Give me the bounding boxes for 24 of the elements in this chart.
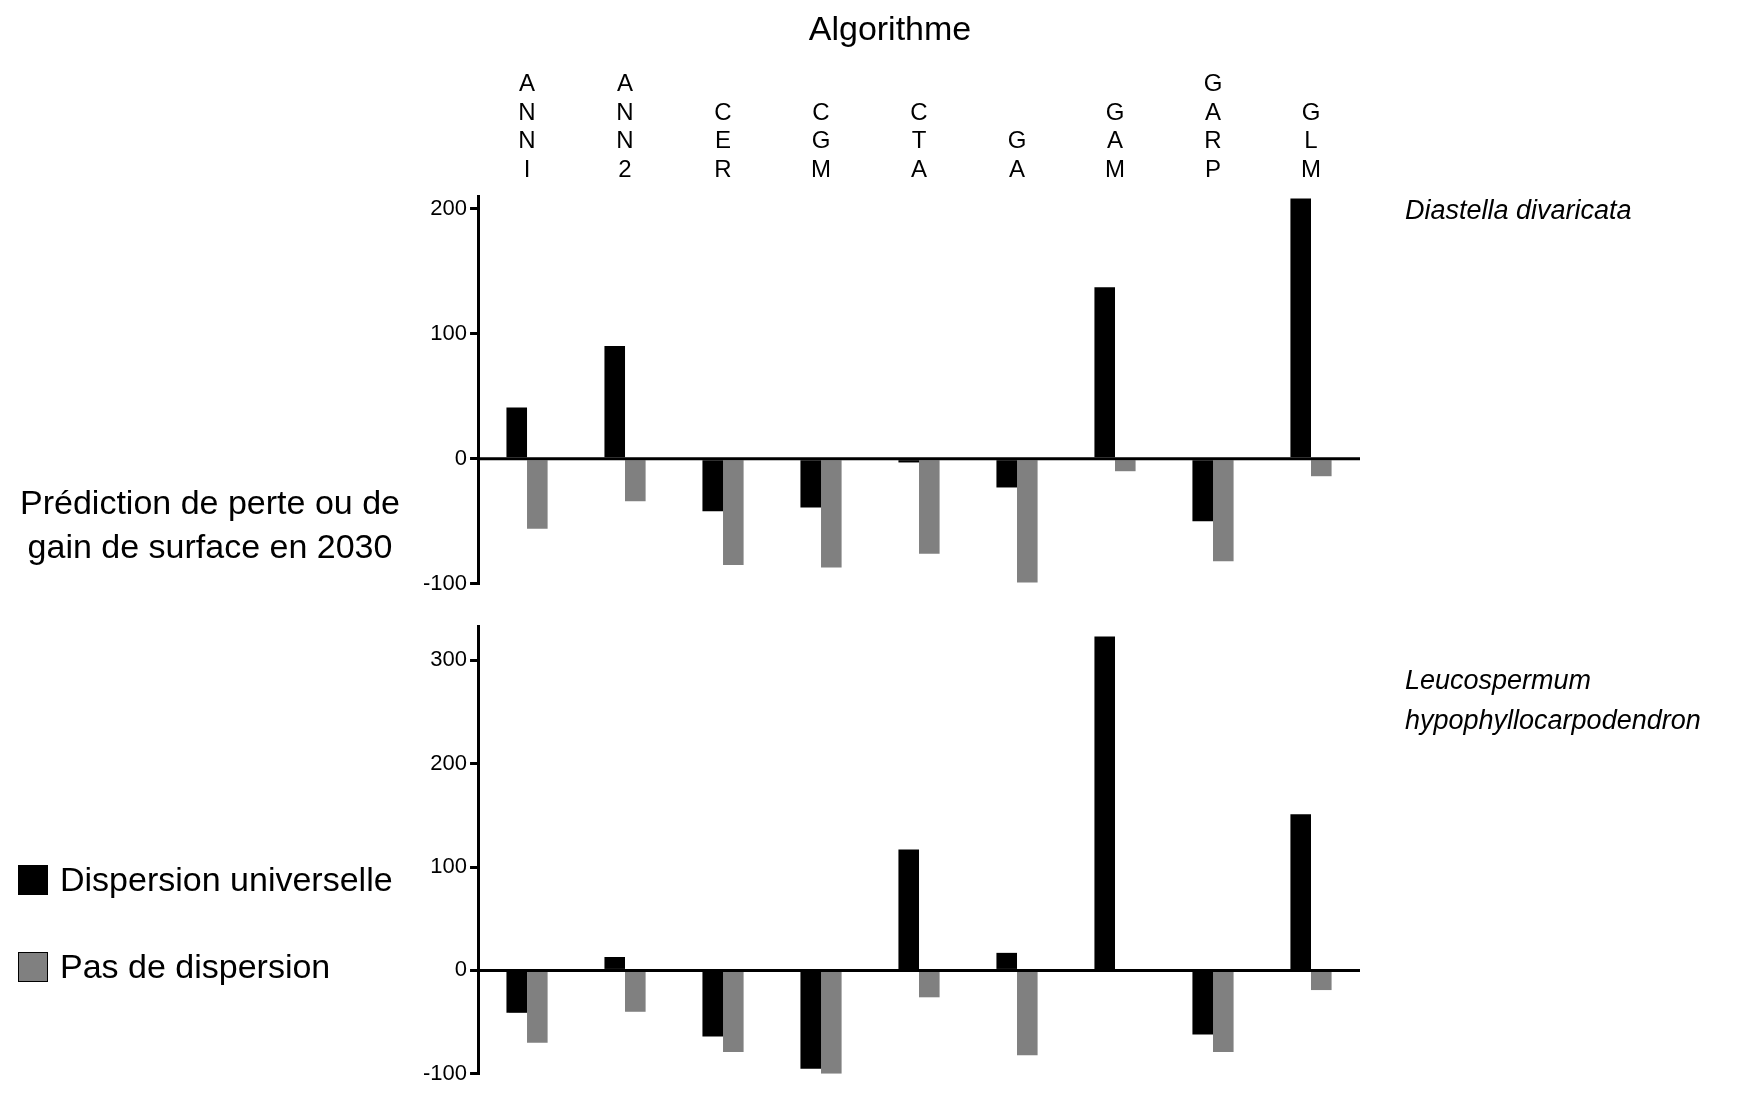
y-tick-label: 200 <box>430 749 468 775</box>
y-tick-label: 0 <box>454 444 468 470</box>
legend-label: Pas de dispersion <box>60 947 331 986</box>
y-axis-title: Prédiction de perte ou de gain de surface en 2030 <box>19 482 401 567</box>
text: Leucospermum hypophyllocarpodendron <box>1405 664 1702 737</box>
x-tick-label: CGM <box>811 97 832 183</box>
x-tick-label: GLM <box>1301 97 1321 183</box>
x-tick-label: CTA <box>910 97 928 183</box>
x-tick-label: GARP <box>1203 68 1223 183</box>
x-tick-label: GA <box>1007 126 1027 183</box>
legend-label: Dispersion universelle <box>60 860 393 899</box>
x-tick-label: ANN2 <box>616 68 634 183</box>
y-tick-label: -100 <box>422 569 468 595</box>
x-tick-label: ANNI <box>518 68 536 183</box>
y-tick-label: 0 <box>454 956 468 982</box>
chart-title: Algorithme <box>808 8 972 47</box>
y-tick-label: 200 <box>430 194 468 220</box>
x-tick-label: GAM <box>1105 97 1126 183</box>
y-tick-label: -100 <box>422 1059 468 1085</box>
y-tick-label: 300 <box>430 646 468 672</box>
text: Diastella divaricata <box>1405 194 1633 227</box>
y-tick-label: 100 <box>430 853 468 879</box>
y-tick-label: 100 <box>430 319 468 345</box>
x-tick-label: CER <box>714 97 732 183</box>
